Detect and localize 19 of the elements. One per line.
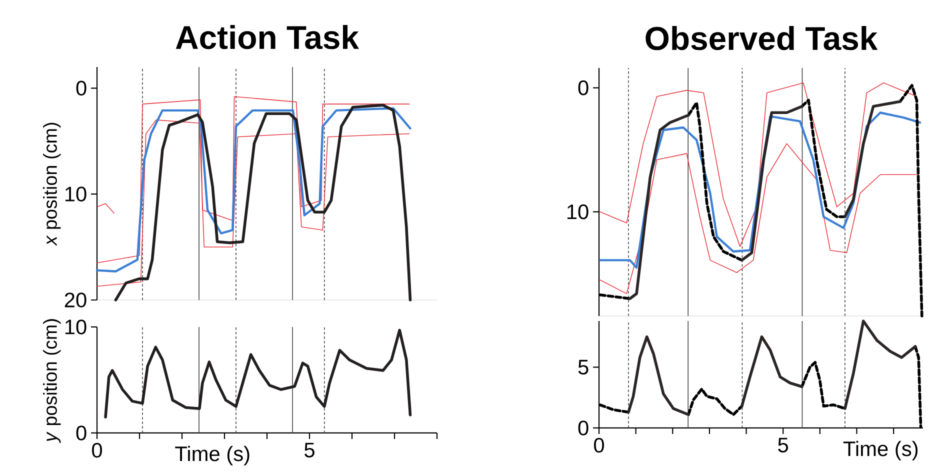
y-tick-label: 5 [578,360,588,374]
y-tick-label: 0 [578,420,588,436]
x-tick-label: 5 [304,442,314,458]
y-tick-label: 0 [578,80,588,96]
chart-title: Observed Task [646,26,878,50]
y-tick-label: 0 [76,80,86,96]
x-tick-label: 5 [778,438,788,452]
chart-title: Action Task [176,24,359,50]
y-tick-label: 10 [567,204,588,220]
y-tick-label: 0 [76,426,86,440]
y-axis-title: y position (cm) [43,319,61,444]
y-tick-label: 20 [64,292,86,308]
x-axis-title: Time (s) [175,446,250,466]
x-tick-label: 0 [92,442,102,458]
x-tick-label: 0 [594,438,604,453]
y-tick-label: 10 [65,320,86,334]
y-axis-title: x position (cm) [43,122,61,246]
y-tick-label: 10 [65,186,86,202]
x-axis-title: Time (s) [843,440,918,460]
